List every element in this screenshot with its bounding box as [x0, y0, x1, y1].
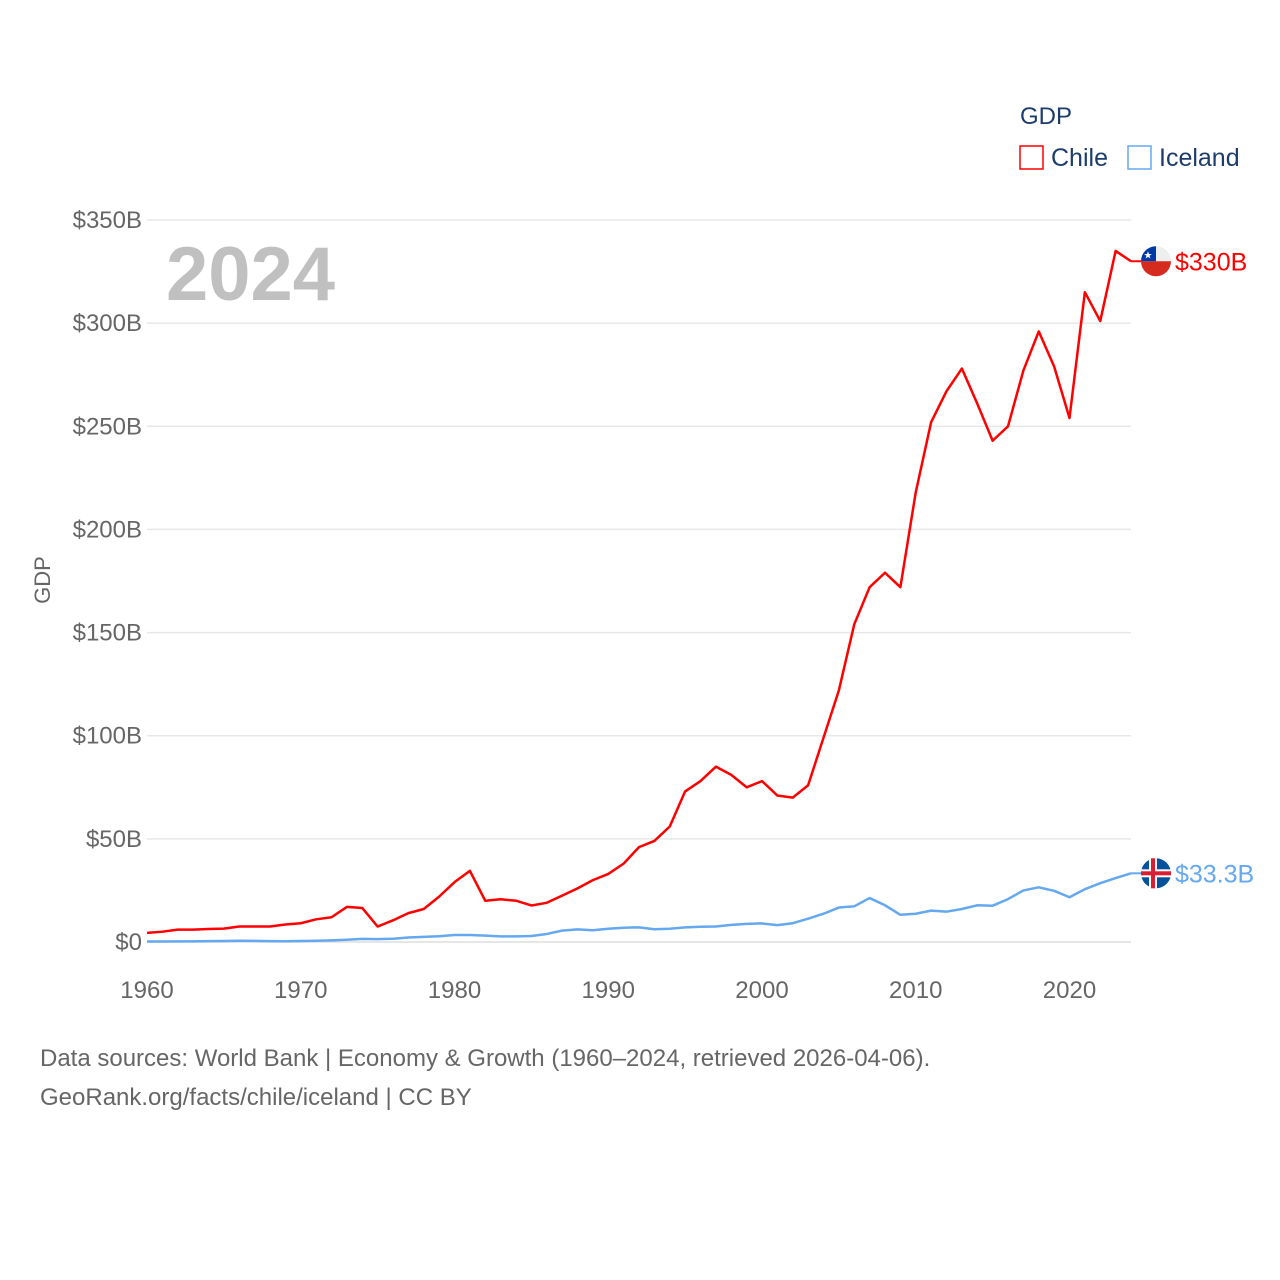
flag-cross-red-h — [1141, 871, 1171, 876]
legend-label-iceland: Iceland — [1159, 144, 1240, 172]
legend-label-chile: Chile — [1051, 144, 1108, 172]
y-tick-label: $250B — [73, 413, 142, 440]
legend-swatch-iceland — [1127, 145, 1152, 170]
x-tick-label: 1960 — [120, 977, 173, 1004]
y-tick-label: $350B — [73, 207, 142, 234]
flag-red-half — [1141, 261, 1171, 277]
y-tick-label: $100B — [73, 723, 142, 750]
x-tick-label: 1970 — [274, 977, 327, 1004]
x-tick-label: 2020 — [1043, 977, 1096, 1004]
y-axis-label: GDP — [30, 556, 55, 604]
y-tick-label: $300B — [73, 310, 142, 337]
end-value-label-iceland: $33.3B — [1175, 860, 1254, 888]
flag-cross-red-v — [1151, 858, 1155, 889]
series-line-chile — [146, 249, 1132, 935]
year-watermark: 2024 — [166, 232, 335, 317]
flag-star: ★ — [1144, 250, 1153, 261]
footer-link[interactable]: GeoRank.org/facts/chile/iceland | CC BY — [40, 1084, 472, 1111]
y-tick-label: $150B — [73, 620, 142, 647]
x-tick-label: 1990 — [582, 977, 635, 1004]
x-tick-label: 1980 — [428, 977, 481, 1004]
y-tick-label: $0 — [115, 929, 142, 956]
series-line-iceland — [146, 872, 1132, 943]
end-value-label-chile: $330B — [1175, 248, 1247, 276]
footer-sources: Data sources: World Bank | Economy & Gro… — [40, 1045, 931, 1072]
y-tick-label: $200B — [73, 516, 142, 543]
legend-title: GDP — [1020, 103, 1072, 130]
legend-swatch-chile — [1019, 145, 1044, 170]
x-tick-label: 2000 — [735, 977, 788, 1004]
y-tick-label: $50B — [86, 826, 142, 853]
flag-blue-canton — [1141, 246, 1156, 262]
x-tick-label: 2010 — [889, 977, 942, 1004]
